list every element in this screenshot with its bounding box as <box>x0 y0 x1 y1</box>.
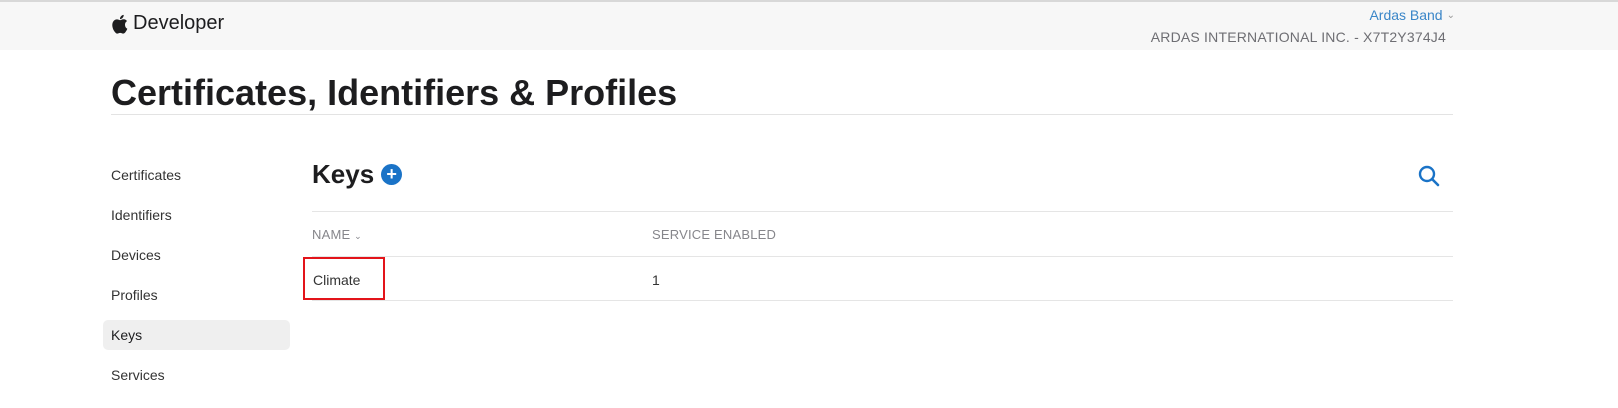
highlight-box <box>303 257 385 300</box>
developer-logo[interactable]: Developer <box>111 12 224 35</box>
sidebar-item-keys[interactable]: Keys <box>103 320 290 350</box>
chevron-down-icon: ⌄ <box>1446 9 1455 21</box>
service-enabled-count: 1 <box>652 272 660 288</box>
section-title: Keys <box>312 159 375 189</box>
brand-label: Developer <box>133 12 225 34</box>
account-menu[interactable]: Ardas Band ⌄ <box>1369 7 1455 23</box>
search-icon[interactable] <box>1417 164 1441 188</box>
apple-icon <box>112 14 128 34</box>
divider <box>111 114 1453 115</box>
column-header-service-enabled[interactable]: SERVICE ENABLED <box>652 227 777 242</box>
account-name: Ardas Band <box>1369 7 1443 23</box>
column-label: NAME <box>312 227 351 242</box>
sidebar-item-certificates[interactable]: Certificates <box>111 167 182 183</box>
column-header-name[interactable]: NAME ⌄ <box>312 227 362 242</box>
plus-circle-icon[interactable]: + <box>381 164 403 185</box>
sidebar-item-services[interactable]: Services <box>111 367 165 383</box>
sidebar-item-identifiers[interactable]: Identifiers <box>111 207 172 223</box>
divider <box>312 300 1453 301</box>
chevron-down-icon: ⌄ <box>354 231 362 241</box>
divider <box>312 211 1453 212</box>
sidebar-item-devices[interactable]: Devices <box>111 247 161 263</box>
key-name[interactable]: Climate <box>313 272 361 288</box>
page-title: Certificates, Identifiers & Profiles <box>111 72 678 113</box>
top-nav: Developer Ardas Band ⌄ ARDAS INTERNATION… <box>0 0 1618 50</box>
section-header: Keys + <box>312 159 403 190</box>
sidebar-item-profiles[interactable]: Profiles <box>111 287 158 303</box>
divider <box>312 256 1453 257</box>
team-name: ARDAS INTERNATIONAL INC. - X7T2Y374J4 <box>1150 29 1446 45</box>
sidebar: Certificates Identifiers Devices Profile… <box>103 160 290 400</box>
